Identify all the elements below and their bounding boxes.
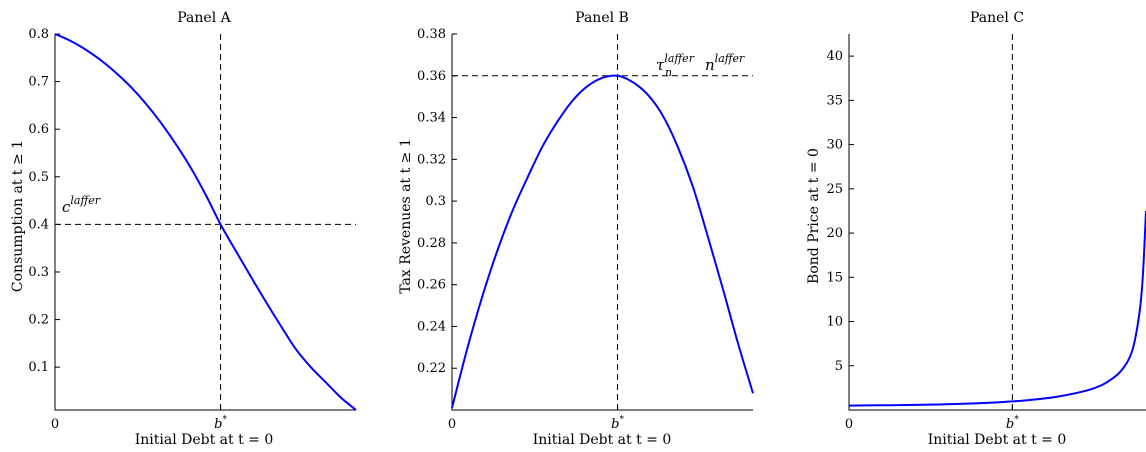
panel-a-title: Panel A bbox=[177, 10, 231, 26]
series-line bbox=[54, 33, 357, 411]
y-tick-label: 0.2 bbox=[28, 313, 49, 328]
y-tick-label: 0.1 bbox=[28, 360, 49, 375]
x-tick-label: b* bbox=[611, 415, 624, 432]
tau-base: τ bbox=[656, 56, 665, 74]
y-tick-label: 0.28 bbox=[417, 236, 446, 251]
panel-a-annotation: claffer bbox=[62, 194, 101, 216]
y-tick-label: 40 bbox=[826, 49, 843, 64]
y-tick-label: 0.6 bbox=[28, 122, 49, 137]
tau-sub: n bbox=[665, 66, 672, 79]
panel-c-ylabel: Bond Price at t = 0 bbox=[806, 148, 822, 284]
y-tick-label: 0.36 bbox=[417, 69, 446, 84]
panel-b-ylabel: Tax Revenues at t ≥ 1 bbox=[398, 138, 414, 294]
axis-lines bbox=[848, 34, 1146, 411]
x-tick-label: 0 bbox=[51, 417, 59, 432]
panel-a-ylabel: Consumption at t ≥ 1 bbox=[10, 140, 26, 292]
panel-c-series bbox=[848, 210, 1146, 407]
panel-b-reference-lines bbox=[452, 34, 753, 410]
series-line bbox=[848, 210, 1146, 407]
y-tick-label: 0.26 bbox=[417, 278, 446, 293]
y-tick-label: 0.38 bbox=[417, 27, 446, 42]
y-tick-label: 0.5 bbox=[28, 170, 49, 185]
y-tick-label: 0.8 bbox=[28, 27, 49, 42]
y-tick-label: 15 bbox=[826, 270, 843, 285]
panel-c-xlabel: Initial Debt at t = 0 bbox=[928, 432, 1067, 448]
axis-lines bbox=[451, 34, 753, 411]
panel-a-xlabel: Initial Debt at t = 0 bbox=[135, 432, 274, 448]
panel-b-series bbox=[451, 74, 754, 409]
y-tick-label: 0.3 bbox=[28, 265, 49, 280]
y-tick-label: 0.4 bbox=[28, 217, 49, 232]
x-tick-label: 0 bbox=[448, 417, 456, 432]
panel-c-title: Panel C bbox=[970, 10, 1024, 26]
panel-b: Panel B Initial Debt at t = 0 Tax Revenu… bbox=[398, 10, 754, 448]
y-tick-label: 5 bbox=[835, 359, 843, 374]
x-tick-label: b* bbox=[214, 415, 227, 432]
x-tick-label: 0 bbox=[845, 417, 853, 432]
n-base: n bbox=[705, 56, 715, 74]
y-tick-label: 20 bbox=[826, 226, 843, 241]
y-tick-label: 0.24 bbox=[417, 319, 446, 334]
series-line bbox=[451, 74, 754, 409]
panel-b-xlabel: Initial Debt at t = 0 bbox=[533, 432, 672, 448]
y-tick-label: 35 bbox=[826, 93, 843, 108]
panel-a: Panel A Initial Debt at t = 0 Consumptio… bbox=[10, 10, 357, 448]
y-tick-label: 0.32 bbox=[417, 152, 446, 167]
c-laffer-base: c bbox=[62, 198, 71, 216]
c-laffer-sup: laffer bbox=[70, 194, 100, 207]
panel-b-annotation: τlaffer n nlaffer bbox=[656, 52, 745, 79]
y-tick-label: 25 bbox=[826, 182, 843, 197]
y-tick-label: 0.22 bbox=[417, 361, 446, 376]
panel-b-ticks: 0.22 0.24 0.26 0.28 0.3 0.32 0.34 0.36 0.38 0 b* bbox=[417, 27, 753, 432]
y-tick-label: 10 bbox=[826, 315, 843, 330]
tau-sup: laffer bbox=[664, 52, 694, 65]
panel-a-ticks: 0.1 0.2 0.3 0.4 0.5 0.6 0.7 0.8 0 b* bbox=[28, 27, 356, 432]
panel-b-title: Panel B bbox=[575, 10, 629, 26]
y-tick-label: 30 bbox=[826, 138, 843, 153]
panel-c-ticks: 5 10 15 20 25 30 35 40 0 b* bbox=[826, 34, 1146, 432]
x-tick-label: b* bbox=[1006, 415, 1019, 432]
n-sup: laffer bbox=[715, 52, 745, 65]
axis-lines bbox=[54, 34, 356, 411]
y-tick-label: 0.34 bbox=[417, 111, 446, 126]
y-tick-label: 0.3 bbox=[425, 194, 446, 209]
panel-a-reference-lines bbox=[55, 34, 356, 410]
y-tick-label: 0.7 bbox=[28, 75, 49, 90]
panel-c: Panel C Initial Debt at t = 0 Bond Price… bbox=[806, 10, 1146, 448]
panel-a-series bbox=[54, 33, 357, 411]
